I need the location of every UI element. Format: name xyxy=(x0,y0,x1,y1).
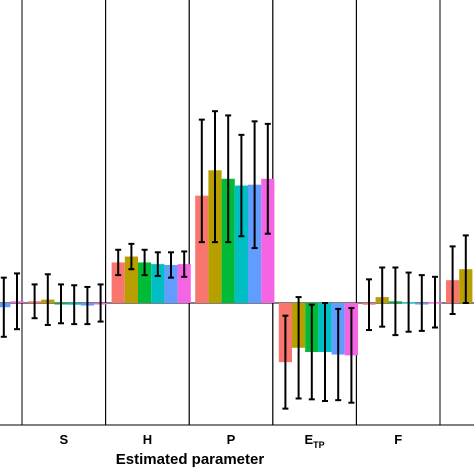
x-tick-label-5: F xyxy=(394,432,402,447)
facet-panels xyxy=(0,0,474,426)
facet-panel-0 xyxy=(0,0,23,426)
x-tick-label-2: H xyxy=(143,432,152,447)
bar-series-5-cat-3 xyxy=(261,178,275,303)
x-tick-label-4: ETP xyxy=(305,432,325,450)
bar-series-4-cat-2 xyxy=(164,264,178,303)
x-tick-labels: SHPETPFI xyxy=(59,432,402,450)
x-axis-title: Estimated parameter xyxy=(116,451,265,468)
bar-series-2-cat-2 xyxy=(138,262,152,303)
bars-group xyxy=(0,170,473,363)
error-bars-group xyxy=(0,110,469,410)
bar-series-1-cat-2 xyxy=(124,256,138,303)
facet-panel-2 xyxy=(105,0,190,426)
bar-series-3-cat-3 xyxy=(234,185,248,303)
facet-panel-1 xyxy=(21,0,107,426)
bar-series-5-cat-2 xyxy=(177,264,191,303)
bar-series-3-cat-2 xyxy=(151,264,165,303)
bar-series-0-cat-2 xyxy=(111,262,125,303)
x-tick-label-3: P xyxy=(227,432,236,447)
bar-series-4-cat-0 xyxy=(0,303,11,308)
facet-panel-6 xyxy=(439,0,474,426)
facet-panel-5 xyxy=(355,0,441,426)
bar-series-0-cat-3 xyxy=(195,195,209,303)
x-tick-label-1: S xyxy=(59,432,68,447)
